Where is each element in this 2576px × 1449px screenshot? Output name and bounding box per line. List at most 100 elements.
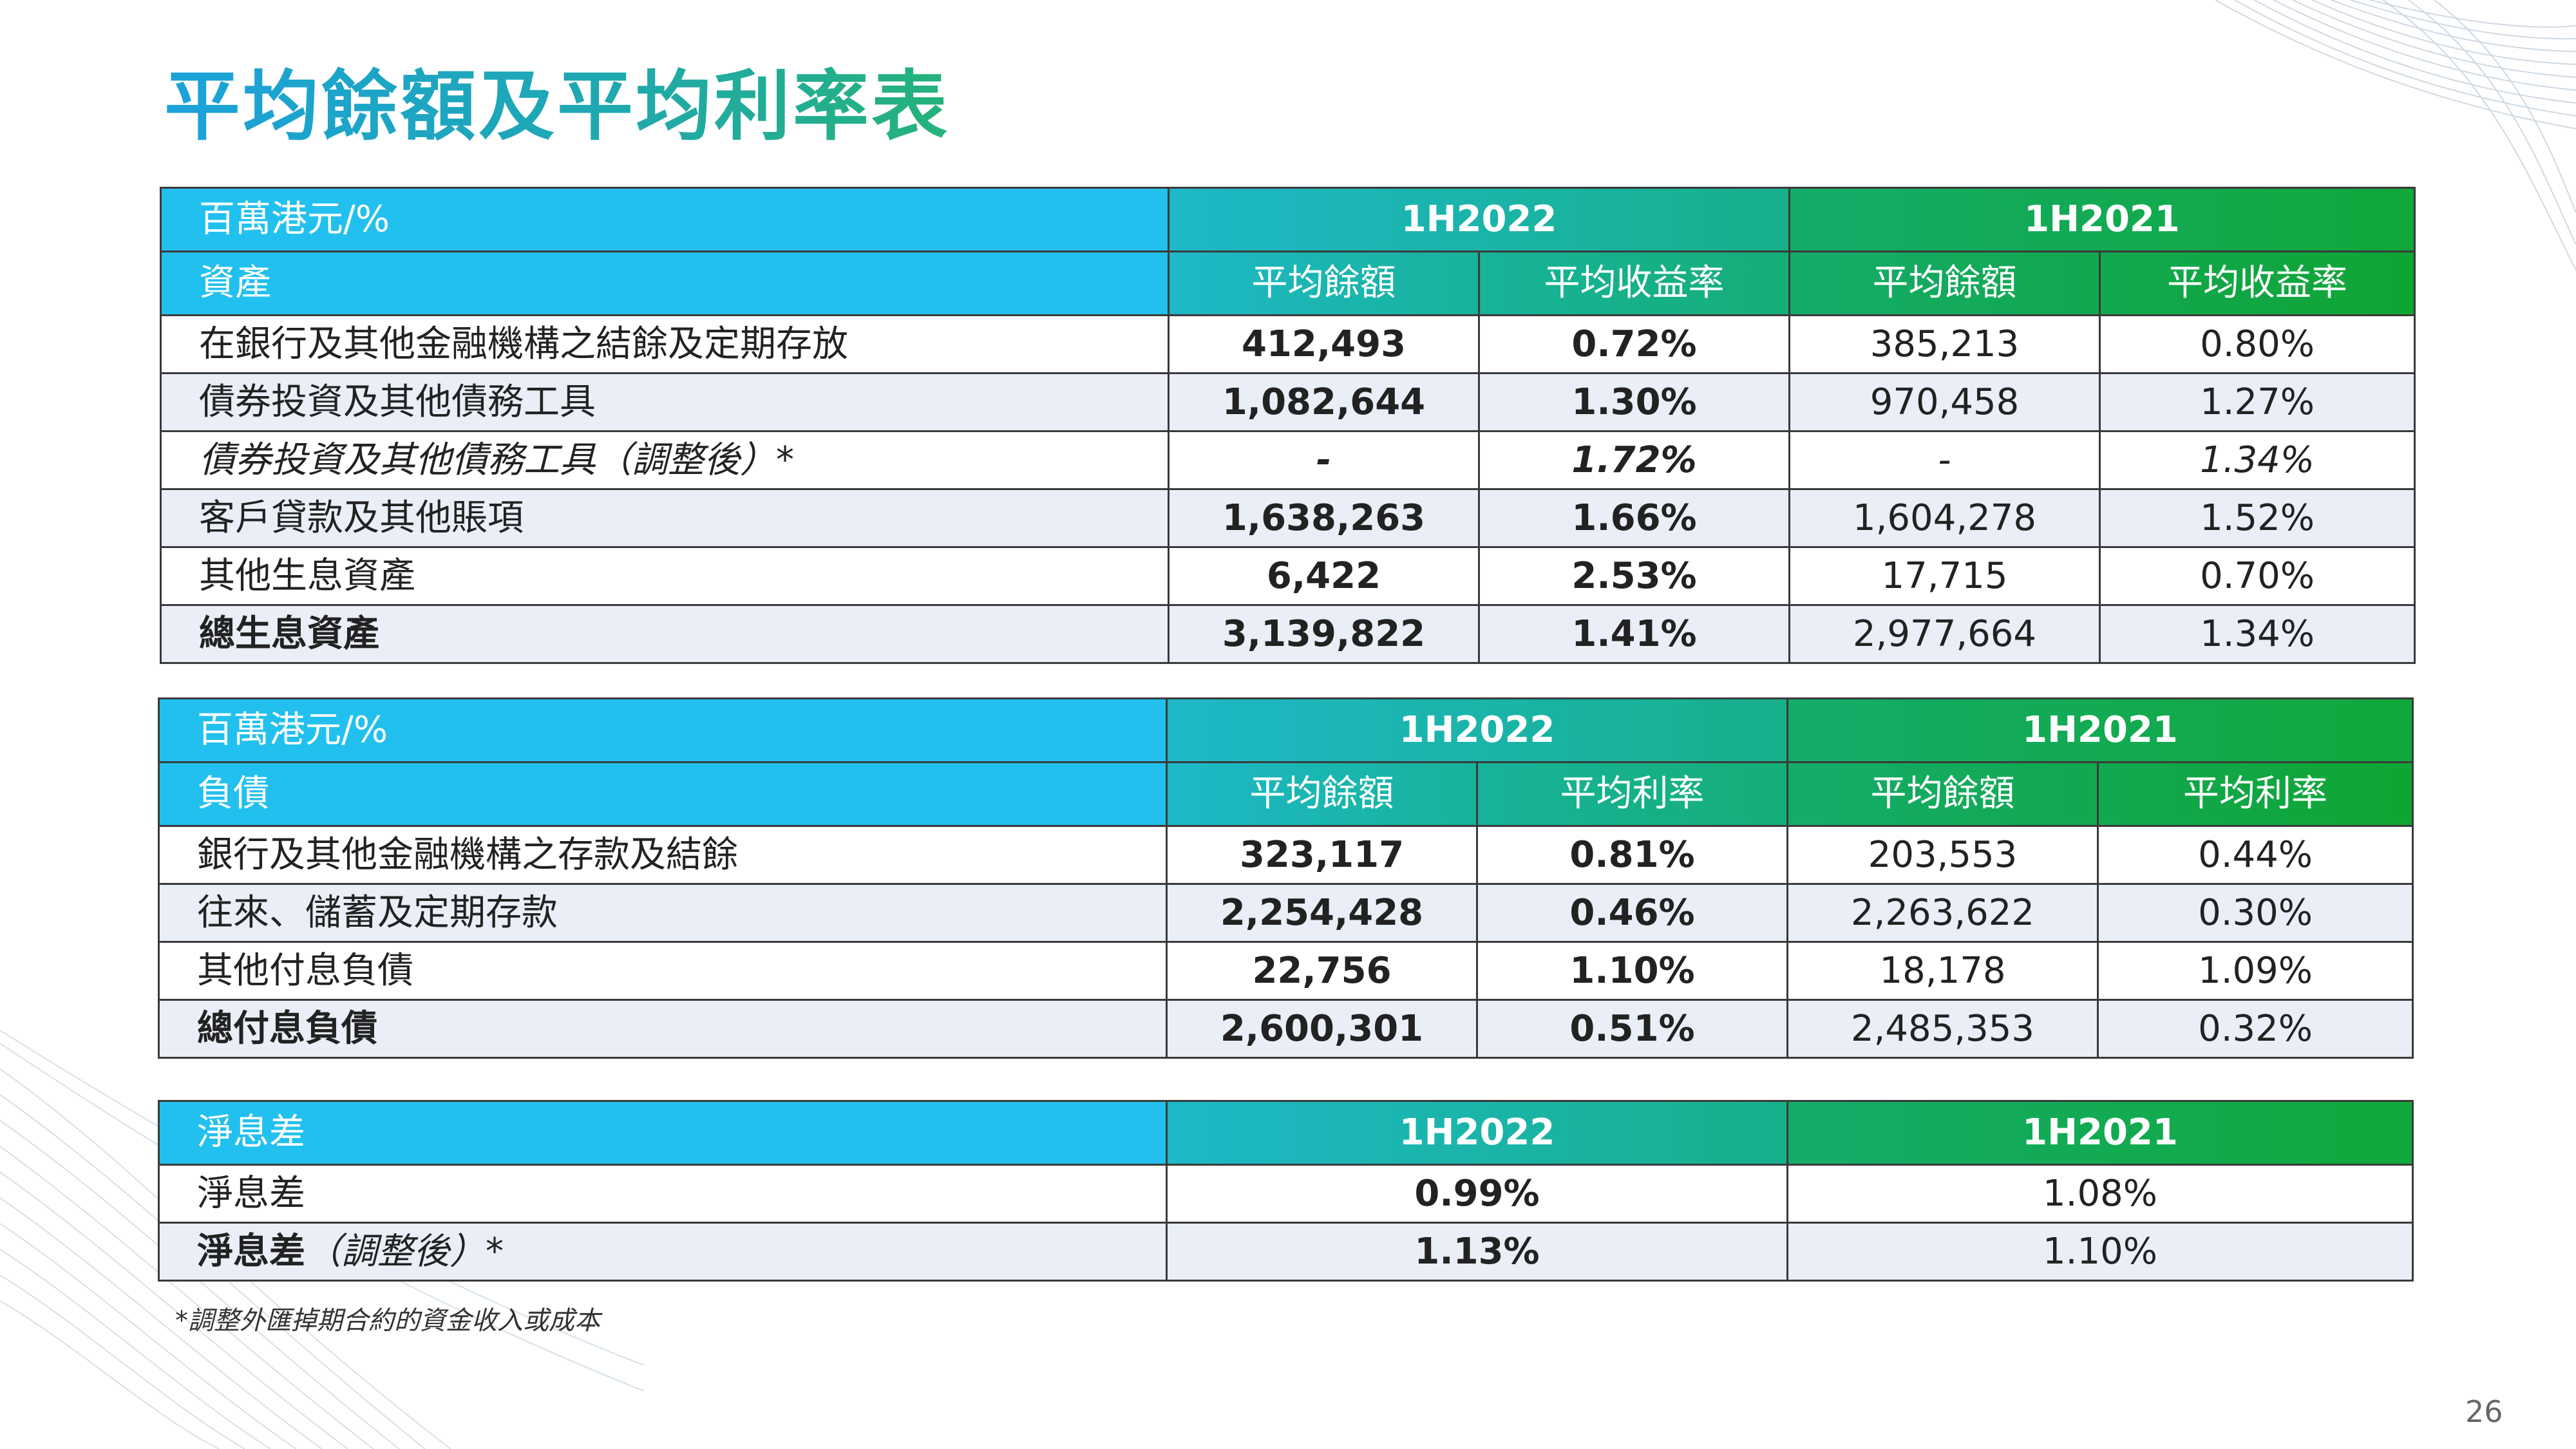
total-row: 總付息負債 2,600,301 0.51% 2,485,353 0.32%: [158, 999, 2414, 1059]
cell-value: 3,139,822: [1168, 604, 1480, 664]
table-row: 淨息差（調整後）* 1.13% 1.10%: [158, 1222, 2414, 1282]
cell-value: 2,263,622: [1786, 883, 2099, 943]
cell-value: 385,213: [1788, 314, 2101, 374]
row-label: 淨息差: [158, 1164, 1168, 1224]
cell-value: -: [1788, 430, 2101, 490]
liabilities-unit-label: 百萬港元/%: [158, 697, 1168, 763]
cell-value: 1.10%: [1786, 1222, 2414, 1282]
cell-value: 203,553: [1786, 825, 2099, 885]
cell-value: 1.41%: [1477, 604, 1791, 664]
cell-value: 1.34%: [2099, 430, 2416, 490]
row-label: 客戶貸款及其他賬項: [160, 488, 1170, 548]
liabilities-period1-header: 1H2022: [1165, 697, 1789, 763]
cell-value: 1.09%: [2097, 941, 2414, 1001]
cell-value: 6,422: [1168, 546, 1480, 606]
row-label: 淨息差（調整後）*: [158, 1222, 1168, 1282]
cell-value: -: [1168, 430, 1480, 490]
cell-value: 17,715: [1788, 546, 2101, 606]
net-interest-margin-table: 淨息差 1H2022 1H2021 淨息差 0.99% 1.08% 淨息差（調整…: [158, 1100, 2414, 1282]
table-row: 客戶貸款及其他賬項 1,638,263 1.66% 1,604,278 1.52…: [160, 488, 2416, 548]
cell-value: 1.52%: [2099, 488, 2416, 548]
assets-table: 百萬港元/% 1H2022 1H2021 資產 平均餘額 平均收益率 平均餘額 …: [160, 187, 2416, 664]
row-label: 總付息負債: [158, 999, 1168, 1059]
row-label: 往來、儲蓄及定期存款: [158, 883, 1168, 943]
liabilities-table: 百萬港元/% 1H2022 1H2021 負債 平均餘額 平均利率 平均餘額 平…: [158, 697, 2414, 1059]
total-row: 總生息資產 3,139,822 1.41% 2,977,664 1.34%: [160, 604, 2416, 664]
assets-col-header: 平均收益率: [1477, 251, 1791, 316]
cell-value: 2,977,664: [1788, 604, 2101, 664]
cell-value: 412,493: [1168, 314, 1480, 374]
cell-value: 0.81%: [1475, 825, 1789, 885]
assets-period1-header: 1H2022: [1167, 187, 1791, 252]
row-label: 總生息資產: [160, 604, 1170, 664]
cell-value: 0.70%: [2099, 546, 2416, 606]
liabilities-subheader-row: 負債 平均餘額 平均利率 平均餘額 平均利率: [158, 761, 2414, 827]
cell-value: 1.72%: [1477, 430, 1791, 490]
cell-value: 0.32%: [2097, 999, 2414, 1059]
liabilities-col-header: 平均利率: [2097, 761, 2414, 827]
nim-section-label: 淨息差: [158, 1100, 1168, 1166]
cell-value: 2,600,301: [1166, 999, 1478, 1059]
cell-value: 2.53%: [1477, 546, 1791, 606]
cell-value: 1.30%: [1477, 372, 1791, 432]
cell-value: 18,178: [1786, 941, 2099, 1001]
table-row: 其他生息資產 6,422 2.53% 17,715 0.70%: [160, 546, 2416, 606]
footnote: *調整外匯掉期合約的資金收入或成本: [175, 1306, 600, 1336]
row-label-main: 淨息差: [197, 1230, 305, 1273]
liabilities-section-label: 負債: [158, 761, 1168, 827]
nim-header-row: 淨息差 1H2022 1H2021: [158, 1100, 2414, 1166]
cell-value: 2,485,353: [1786, 999, 2099, 1059]
liabilities-header-row: 百萬港元/% 1H2022 1H2021: [158, 697, 2414, 763]
cell-value: 0.51%: [1475, 999, 1789, 1059]
cell-value: 0.44%: [2097, 825, 2414, 885]
page-number: 26: [2465, 1394, 2503, 1429]
cell-value: 1,082,644: [1168, 372, 1480, 432]
assets-section-label: 資產: [160, 251, 1170, 316]
liabilities-col-header: 平均餘額: [1786, 761, 2099, 827]
assets-col-header: 平均餘額: [1788, 251, 2101, 316]
row-label: 債券投資及其他債務工具（調整後）*: [160, 430, 1170, 490]
assets-header-row: 百萬港元/% 1H2022 1H2021: [160, 187, 2416, 252]
cell-value: 1.08%: [1786, 1164, 2414, 1224]
row-label: 其他付息負債: [158, 941, 1168, 1001]
cell-value: 22,756: [1166, 941, 1478, 1001]
cell-value: 1.27%: [2099, 372, 2416, 432]
assets-period2-header: 1H2021: [1788, 187, 2416, 252]
cell-value: 0.30%: [2097, 883, 2414, 943]
nim-period1-header: 1H2022: [1166, 1100, 1788, 1166]
cell-value: 0.46%: [1475, 883, 1789, 943]
row-label: 銀行及其他金融機構之存款及結餘: [158, 825, 1168, 885]
row-label-suffix: （調整後）*: [305, 1230, 504, 1273]
row-label: 債券投資及其他債務工具: [160, 372, 1170, 432]
table-row: 債券投資及其他債務工具 1,082,644 1.30% 970,458 1.27…: [160, 372, 2416, 432]
page-title: 平均餘額及平均利率表: [164, 61, 950, 153]
liabilities-col-header: 平均餘額: [1166, 761, 1478, 827]
table-row: 在銀行及其他金融機構之結餘及定期存放 412,493 0.72% 385,213…: [160, 314, 2416, 374]
table-row: 銀行及其他金融機構之存款及結餘 323,117 0.81% 203,553 0.…: [158, 825, 2414, 885]
liabilities-col-header: 平均利率: [1475, 761, 1789, 827]
assets-unit-label: 百萬港元/%: [160, 187, 1170, 252]
cell-value: 970,458: [1788, 372, 2101, 432]
cell-value: 1,638,263: [1168, 488, 1480, 548]
cell-value: 1,604,278: [1788, 488, 2101, 548]
cell-value: 1.10%: [1475, 941, 1789, 1001]
cell-value: 2,254,428: [1166, 883, 1478, 943]
assets-subheader-row: 資產 平均餘額 平均收益率 平均餘額 平均收益率: [160, 251, 2416, 316]
cell-value: 323,117: [1166, 825, 1478, 885]
row-label: 其他生息資產: [160, 546, 1170, 606]
cell-value: 0.99%: [1166, 1164, 1788, 1224]
table-row: 債券投資及其他債務工具（調整後）* - 1.72% - 1.34%: [160, 430, 2416, 490]
table-row: 淨息差 0.99% 1.08%: [158, 1164, 2414, 1224]
row-label: 在銀行及其他金融機構之結餘及定期存放: [160, 314, 1170, 374]
cell-value: 0.80%: [2099, 314, 2416, 374]
table-row: 往來、儲蓄及定期存款 2,254,428 0.46% 2,263,622 0.3…: [158, 883, 2414, 943]
cell-value: 1.13%: [1166, 1222, 1788, 1282]
cell-value: 0.72%: [1477, 314, 1791, 374]
cell-value: 1.66%: [1477, 488, 1791, 548]
assets-col-header: 平均收益率: [2099, 251, 2416, 316]
cell-value: 1.34%: [2099, 604, 2416, 664]
table-row: 其他付息負債 22,756 1.10% 18,178 1.09%: [158, 941, 2414, 1001]
liabilities-period2-header: 1H2021: [1786, 697, 2414, 763]
assets-col-header: 平均餘額: [1168, 251, 1480, 316]
nim-period2-header: 1H2021: [1786, 1100, 2414, 1166]
